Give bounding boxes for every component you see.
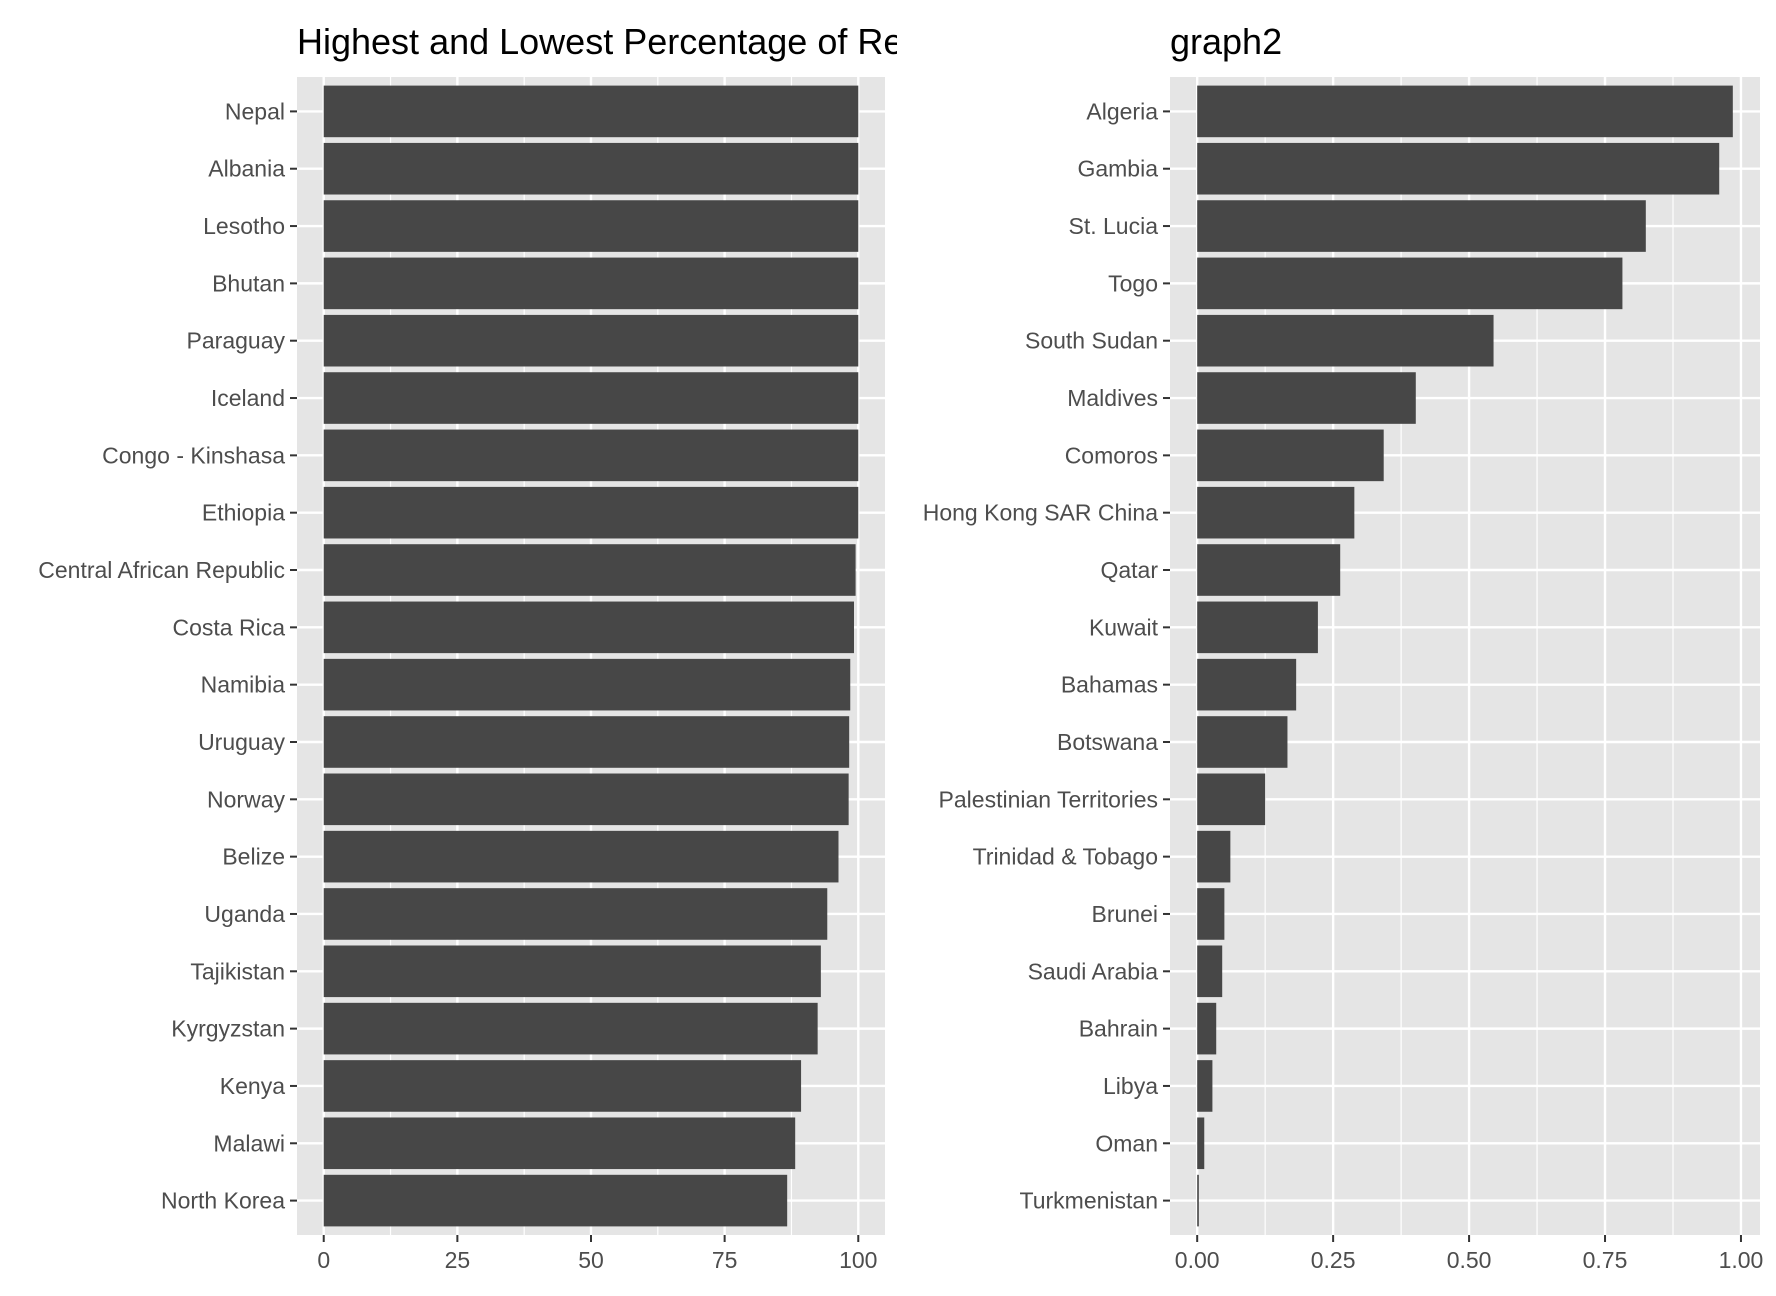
bar — [323, 85, 859, 138]
category-label: Congo - Kinshasa — [102, 442, 285, 468]
category-label: Iceland — [211, 385, 285, 411]
category-label: Costa Rica — [173, 614, 286, 640]
bar — [1197, 486, 1355, 539]
bar — [1197, 372, 1416, 424]
bar — [323, 257, 859, 310]
bar — [1197, 429, 1384, 482]
category-label: Qatar — [1100, 557, 1158, 583]
x-tick-label: 25 — [445, 1247, 471, 1273]
category-label: Bahrain — [1079, 1016, 1158, 1042]
bar — [1197, 1174, 1199, 1227]
bar — [1197, 888, 1225, 940]
bar — [1197, 85, 1733, 138]
category-label: Comoros — [1065, 442, 1158, 468]
category-label: Kuwait — [1089, 614, 1159, 640]
chart-left: Highest and Lowest Percentage of Rer Nepa… — [38, 21, 915, 1273]
bar — [323, 200, 859, 252]
category-label: Central African Republic — [38, 557, 285, 583]
category-label: Uruguay — [198, 729, 285, 755]
x-tick-label: 0.25 — [1311, 1247, 1356, 1273]
bar — [323, 314, 859, 367]
bar — [323, 830, 839, 883]
bar — [323, 486, 859, 539]
bar — [323, 601, 854, 654]
bar — [1197, 716, 1288, 768]
bar — [1197, 200, 1646, 252]
bar — [323, 888, 828, 940]
bar — [1197, 257, 1623, 310]
category-label: Bahamas — [1061, 672, 1158, 698]
category-label: North Korea — [161, 1188, 285, 1214]
bar — [1197, 830, 1231, 883]
category-label: Kenya — [220, 1073, 285, 1099]
bar — [323, 544, 856, 596]
category-label: Turkmenistan — [1020, 1188, 1158, 1214]
bar — [1197, 601, 1318, 654]
chart-title: graph2 — [1170, 21, 1282, 62]
bar — [323, 429, 859, 482]
x-tick-label: 0.00 — [1175, 1247, 1220, 1273]
x-tick-label: 0.50 — [1447, 1247, 1492, 1273]
category-label: Namibia — [201, 672, 286, 698]
x-tick-label: 75 — [712, 1247, 738, 1273]
category-label: Uganda — [204, 901, 285, 927]
bar — [323, 1174, 788, 1227]
x-tick-label: 50 — [578, 1247, 604, 1273]
category-label: Paraguay — [187, 328, 286, 354]
x-tick-label: 0.75 — [1583, 1247, 1628, 1273]
category-label: Norway — [207, 786, 285, 812]
bar — [323, 142, 859, 195]
category-label: South Sudan — [1025, 328, 1158, 354]
category-label: Tajikistan — [190, 958, 285, 984]
category-label: Saudi Arabia — [1028, 958, 1159, 984]
category-label: Bhutan — [212, 270, 285, 296]
bar — [323, 658, 851, 711]
bar — [323, 716, 850, 768]
category-label: Botswana — [1057, 729, 1158, 755]
bar — [1197, 314, 1494, 367]
bar — [1197, 945, 1223, 998]
x-tick-label: 0 — [317, 1247, 330, 1273]
category-label: Malawi — [213, 1130, 285, 1156]
category-label: Libya — [1103, 1073, 1158, 1099]
category-label: Albania — [208, 156, 285, 182]
category-label: Hong Kong SAR China — [923, 500, 1158, 526]
category-label: Gambia — [1077, 156, 1158, 182]
chart-title: Highest and Lowest Percentage of Rer — [297, 21, 915, 62]
bar — [323, 945, 821, 998]
category-label: Maldives — [1067, 385, 1158, 411]
bar — [1197, 1060, 1213, 1112]
bar — [323, 773, 849, 826]
category-label: Algeria — [1086, 98, 1158, 124]
bar — [1197, 544, 1341, 596]
bar — [1197, 142, 1720, 195]
bar — [1197, 1002, 1217, 1055]
category-label: Brunei — [1092, 901, 1158, 927]
category-label: Trinidad & Tobago — [973, 844, 1158, 870]
category-label: Ethiopia — [202, 500, 285, 526]
bar — [323, 1060, 802, 1112]
x-tick-label: 100 — [839, 1247, 877, 1273]
bar — [1197, 658, 1297, 711]
bar — [1197, 1117, 1205, 1170]
chart-right: graph2 Algeria Gambia St. Lucia Togo South Su… — [923, 21, 1764, 1273]
category-label: Belize — [222, 844, 285, 870]
category-label: Palestinian Territories — [939, 786, 1158, 812]
category-label: Lesotho — [203, 213, 285, 239]
bar — [1197, 773, 1266, 826]
category-label: Kyrgyzstan — [171, 1016, 285, 1042]
category-label: Togo — [1108, 270, 1158, 296]
bar — [323, 1002, 818, 1055]
bar — [323, 372, 859, 424]
x-tick-label: 1.00 — [1719, 1247, 1764, 1273]
category-label: Oman — [1095, 1130, 1158, 1156]
category-label: St. Lucia — [1069, 213, 1159, 239]
bar — [323, 1117, 796, 1170]
category-label: Nepal — [225, 98, 285, 124]
